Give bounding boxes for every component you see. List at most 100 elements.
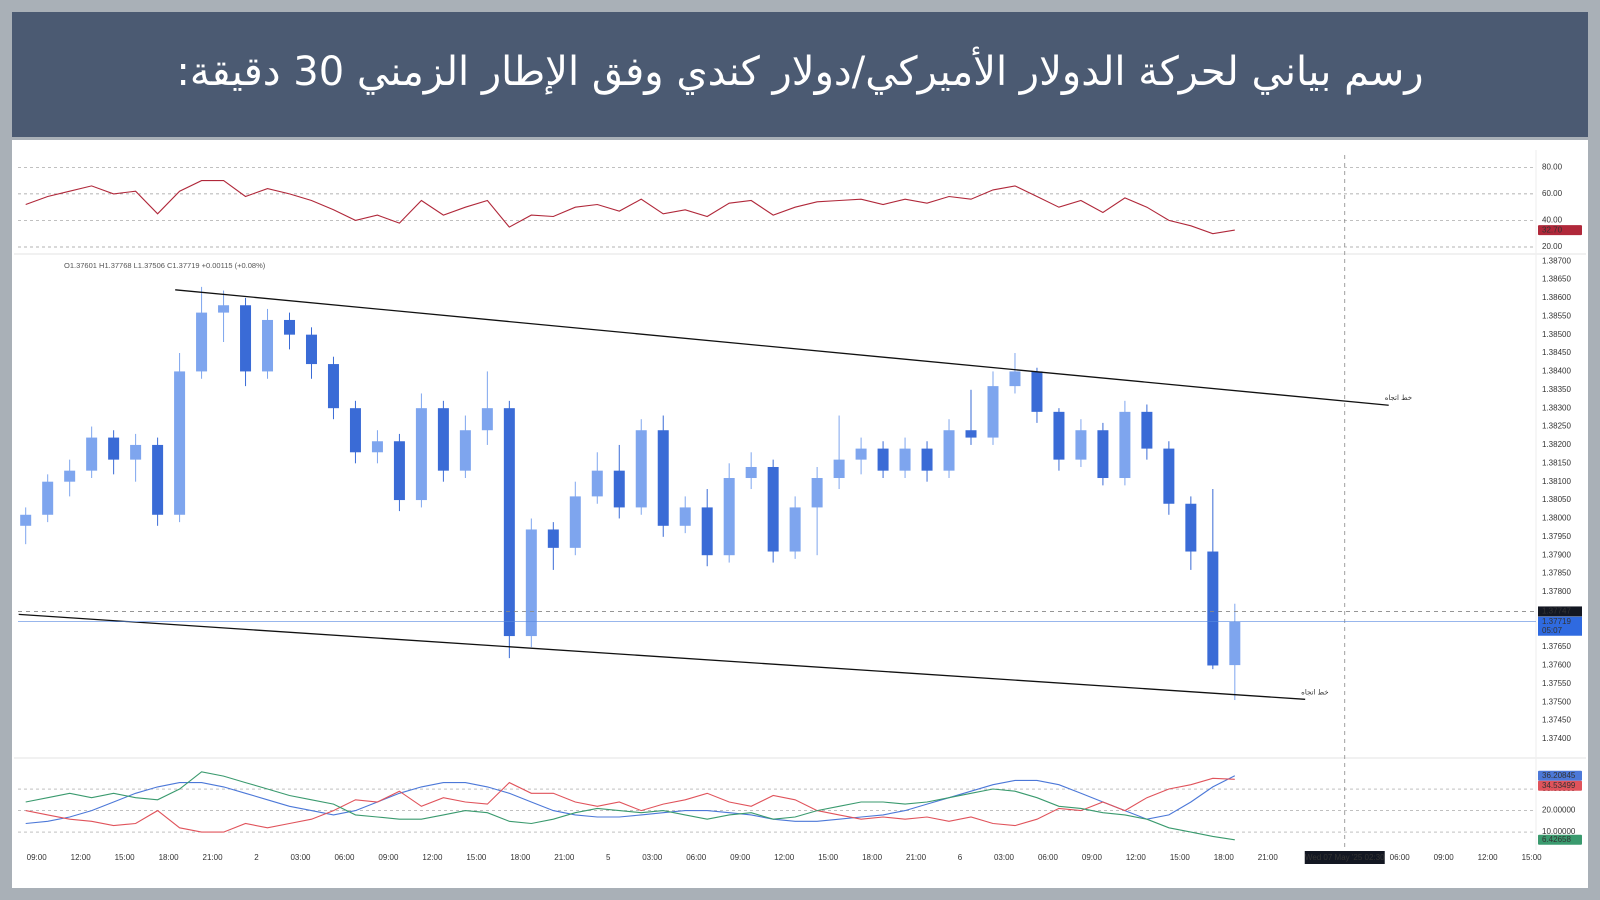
x-tick-label: 5 <box>606 853 611 862</box>
y-tick-label: 10.00000 <box>1542 827 1576 836</box>
crosshair-price-box <box>1538 606 1582 617</box>
candle-body <box>284 319 296 335</box>
candle-body <box>613 470 625 508</box>
y-tick-label: 1.38050 <box>1542 495 1571 504</box>
x-tick-label: 09:00 <box>730 853 751 862</box>
x-tick-label: 12:00 <box>1478 853 1499 862</box>
candle-body <box>503 408 515 637</box>
y-tick-label: 1.38200 <box>1542 440 1571 449</box>
bar-countdown: 05:07 <box>1542 626 1563 635</box>
x-tick-label: 12:00 <box>1126 853 1147 862</box>
y-tick-label: 1.38450 <box>1542 348 1571 357</box>
y-tick-label: 1.37400 <box>1542 734 1571 743</box>
x-tick-label: 12:00 <box>422 853 443 862</box>
x-tick-label: 2 <box>254 853 259 862</box>
y-tick-label: 1.37500 <box>1542 697 1571 706</box>
candle-body <box>327 364 339 409</box>
x-tick-label: 21:00 <box>1258 853 1279 862</box>
chart: 20.00 40.00 60.00 80.00 1.37400 1.37450 1.3750… <box>14 150 1586 864</box>
x-tick-label: 15:00 <box>1522 853 1543 862</box>
x-tick-label: 18:00 <box>510 853 531 862</box>
y-tick-label: 1.38650 <box>1542 275 1571 284</box>
trend-line <box>18 613 1306 700</box>
x-tick-label: 06:00 <box>1390 853 1411 862</box>
y-tick-label: 1.38000 <box>1542 514 1571 523</box>
candle-body <box>415 408 427 501</box>
candle-body <box>921 448 933 471</box>
y-tick-label: 1.37800 <box>1542 587 1571 596</box>
title-banner <box>12 12 1588 137</box>
candle-body <box>437 408 449 471</box>
x-tick-label: 15:00 <box>115 853 136 862</box>
crosshair-price: 1.37747 <box>1542 607 1571 616</box>
y-tick-label: 1.38600 <box>1542 293 1571 302</box>
x-tick-label: 15:00 <box>818 853 839 862</box>
y-tick-label: 60.00 <box>1542 189 1563 198</box>
y-tick-label: 20.00000 <box>1542 806 1576 815</box>
x-tick-label: 06:00 <box>686 853 707 862</box>
y-tick-label: 1.37950 <box>1542 532 1571 541</box>
y-tick-label: 1.38550 <box>1542 311 1571 320</box>
x-tick-label: 12:00 <box>774 853 795 862</box>
candle-body <box>679 507 691 526</box>
x-tick-label: 18:00 <box>159 853 180 862</box>
candle-body <box>218 305 230 313</box>
candle-body <box>86 437 98 471</box>
y-tick-label: 1.38400 <box>1542 367 1571 376</box>
x-tick-label: 15:00 <box>1170 853 1191 862</box>
trend-line <box>175 289 1389 406</box>
last-value-tag-box <box>1538 834 1582 845</box>
slide-title: رسم بياني لحركة الدولار الأميركي/دولار ك… <box>176 46 1423 95</box>
candle-body <box>64 470 76 482</box>
x-tick-label: 21:00 <box>906 853 927 862</box>
last-value-tag: 34.53499 <box>1542 781 1576 790</box>
candle-body <box>371 441 383 453</box>
candle-body <box>767 466 779 552</box>
candle-body <box>701 507 713 556</box>
x-tick-label: 06:00 <box>334 853 355 862</box>
candle-body <box>745 466 757 479</box>
candle-body <box>349 408 361 453</box>
candle-body <box>1207 551 1219 666</box>
candle-body <box>1141 411 1153 449</box>
candle-body <box>965 430 977 438</box>
candle-body <box>789 507 801 552</box>
last-value-tag: 36.20845 <box>1542 771 1576 780</box>
last-value-tag: 6.42658 <box>1542 835 1571 844</box>
candle-body <box>943 430 955 471</box>
ohlc-legend: O1.37601 H1.37768 L1.37506 C1.37719 +0.0… <box>64 261 266 270</box>
indicator-line <box>25 777 1235 833</box>
last-price: 1.37719 <box>1542 617 1571 626</box>
y-tick-label: 1.38100 <box>1542 477 1571 486</box>
candle-body <box>899 448 911 471</box>
y-tick-label: 1.37650 <box>1542 642 1571 651</box>
x-tick-label: 09:00 <box>378 853 399 862</box>
x-tick-label: 18:00 <box>862 853 883 862</box>
candle-body <box>1097 430 1109 479</box>
candle-body <box>657 430 669 526</box>
y-tick-label: 80.00 <box>1542 162 1563 171</box>
candle-body <box>459 430 471 471</box>
candle-body <box>591 470 603 497</box>
candle-body <box>723 478 735 556</box>
y-tick-label: 1.38150 <box>1542 458 1571 467</box>
candle-body <box>1053 411 1065 460</box>
candle-body <box>240 305 252 372</box>
last-value-tag-box <box>1538 770 1582 781</box>
candle-body <box>1119 411 1131 479</box>
candle-body <box>1009 371 1021 387</box>
y-tick-label: 1.37900 <box>1542 550 1571 559</box>
candle-body <box>481 408 493 431</box>
candle-body <box>833 459 845 479</box>
candle-body <box>987 386 999 438</box>
candle-body <box>1075 430 1087 460</box>
x-tick-label: 6 <box>958 853 963 862</box>
y-tick-label: 1.37550 <box>1542 679 1571 688</box>
y-tick-label: 40.00 <box>1542 216 1563 225</box>
x-tick-label: 18:00 <box>1214 853 1235 862</box>
candle-body <box>547 529 559 548</box>
candle-body <box>152 444 164 515</box>
candle-body <box>262 319 274 372</box>
y-tick-label: 1.38700 <box>1542 256 1571 265</box>
